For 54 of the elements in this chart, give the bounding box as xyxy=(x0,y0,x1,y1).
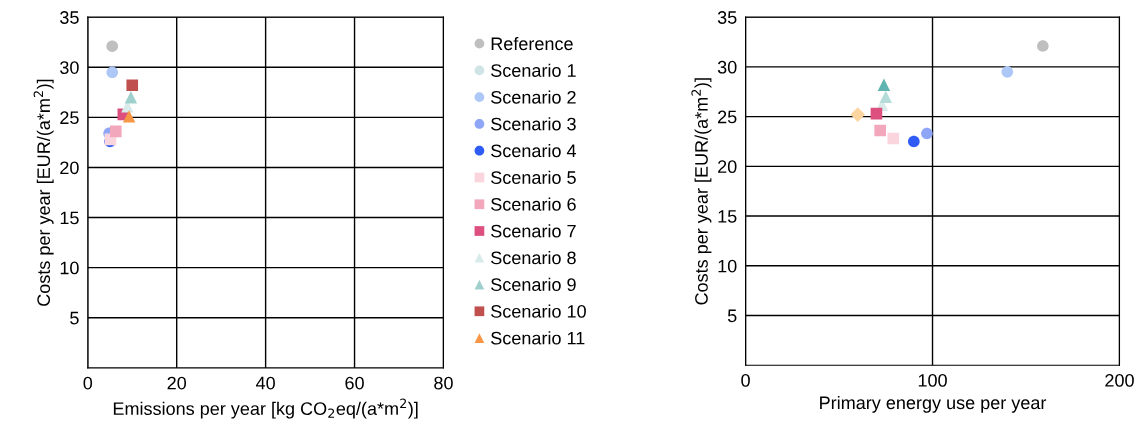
x-tick-label: 60 xyxy=(345,376,364,390)
y-tick-label: 10 xyxy=(718,259,737,273)
x-tick-label: 0 xyxy=(741,374,750,387)
x-tick-label: 200 xyxy=(1105,374,1134,387)
legend-label: Reference xyxy=(491,36,573,51)
point xyxy=(106,40,119,53)
y-tick-label: 5 xyxy=(727,309,737,323)
x-axis-title: Primary energy use per year xyxy=(820,395,1047,413)
point xyxy=(877,78,891,91)
y-tick-label: 25 xyxy=(60,111,79,125)
x-tick-label: 0 xyxy=(83,376,93,390)
y-tick-label: 35 xyxy=(60,11,79,24)
y-tick-label: 25 xyxy=(718,110,737,124)
point xyxy=(887,132,900,145)
point xyxy=(908,135,920,148)
y-tick-label: 20 xyxy=(60,161,79,175)
legend-label: Scenario 8 xyxy=(491,250,576,265)
y-tick-label: 5 xyxy=(70,311,79,325)
y-axis-title: Costs per year [EUR/(a*m$^{2}$)] xyxy=(691,78,712,305)
y-tick-label: 10 xyxy=(60,261,79,275)
y-tick-label: 30 xyxy=(60,61,79,74)
x-tick-label: 80 xyxy=(434,376,453,390)
legend-label: Scenario 3 xyxy=(491,117,576,131)
point xyxy=(921,127,933,140)
point xyxy=(122,110,136,123)
y-tick-label: 15 xyxy=(60,211,79,225)
point xyxy=(870,107,883,120)
point xyxy=(874,124,886,137)
legend-label: Scenario 2 xyxy=(491,90,576,104)
legend-label: Scenario 4 xyxy=(491,143,577,158)
legend-label: Scenario 7 xyxy=(491,224,576,238)
y-tick-label: 20 xyxy=(718,160,737,174)
point xyxy=(124,91,138,104)
y-tick-label: 30 xyxy=(717,60,737,74)
legend-label: Scenario 5 xyxy=(491,170,576,184)
y-tick-label: 15 xyxy=(718,210,737,223)
x-tick-label: 100 xyxy=(918,374,947,387)
legend-label: Scenario 9 xyxy=(491,277,576,292)
x-tick-label: 20 xyxy=(167,376,187,390)
point xyxy=(109,125,122,138)
legend-label: Scenario 6 xyxy=(491,197,576,211)
x-axis-title: Emissions per year [kg CO$_{2}$eq/(a*m$^{2}$)] xyxy=(113,398,418,419)
x-tick-label: 40 xyxy=(255,376,275,390)
legend-label: Scenario 11 xyxy=(491,331,585,345)
point xyxy=(126,79,139,92)
point xyxy=(1037,40,1049,52)
y-axis-title: Costs per year [EUR/(a*m$^{2}$)] xyxy=(33,79,54,306)
legend-label: Scenario 1 xyxy=(491,63,576,77)
point xyxy=(850,107,866,122)
y-tick-label: 35 xyxy=(717,11,737,24)
point xyxy=(106,66,119,79)
legend-label: Scenario 10 xyxy=(491,304,586,318)
point xyxy=(1001,66,1014,78)
point xyxy=(879,90,892,103)
